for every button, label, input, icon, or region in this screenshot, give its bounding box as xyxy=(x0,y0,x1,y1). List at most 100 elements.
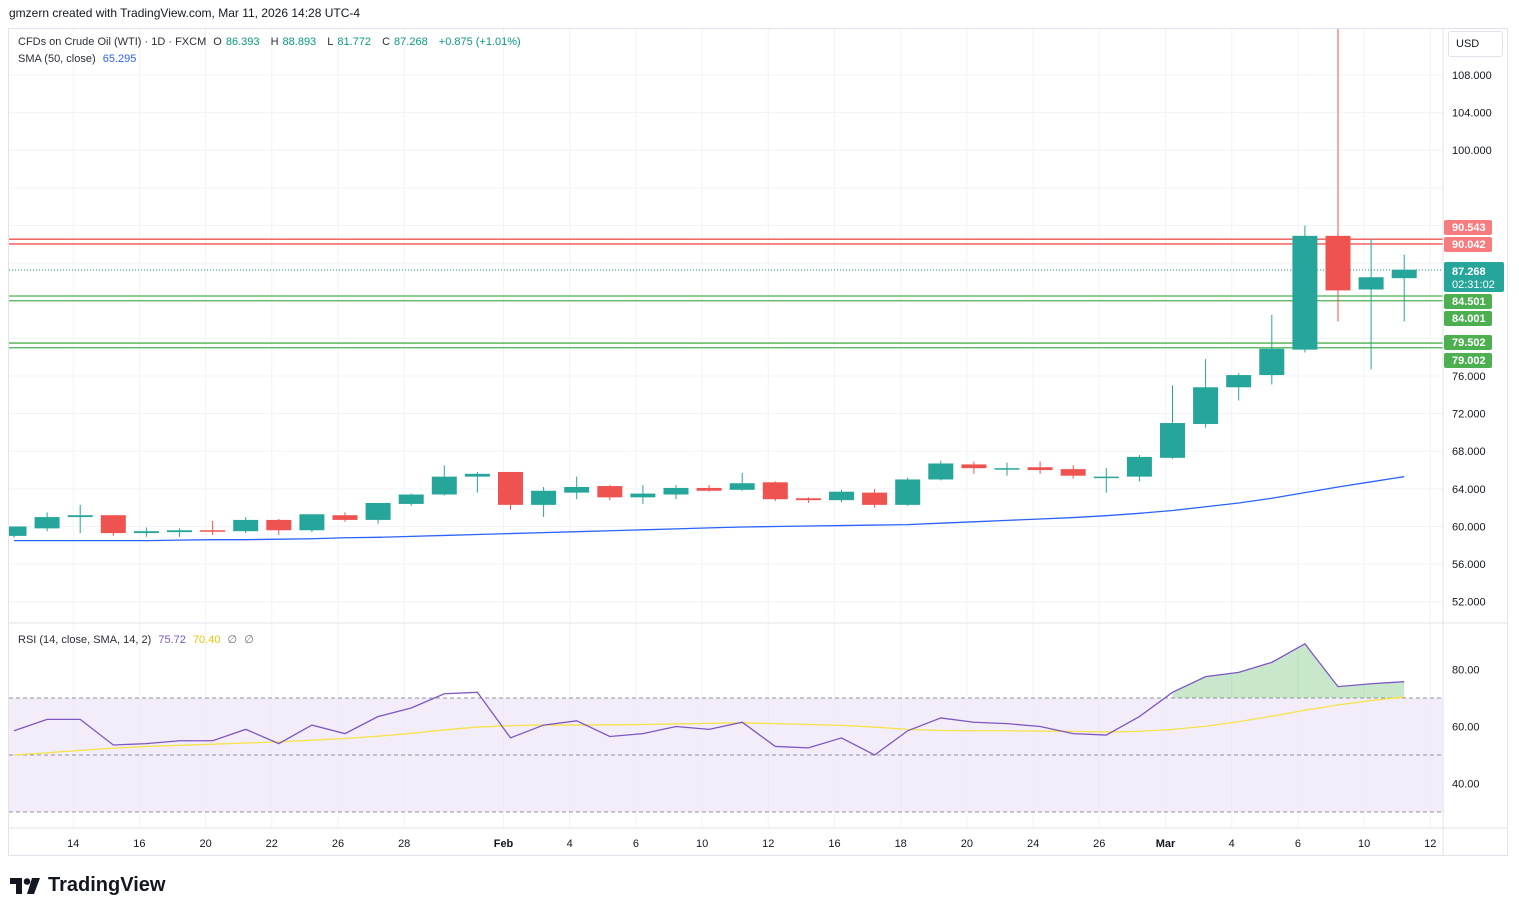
support-level-tag-text: 84.501 xyxy=(1452,296,1486,308)
support-level-tag-text: 79.502 xyxy=(1452,337,1486,349)
price-tick-label: 72.000 xyxy=(1452,409,1486,421)
candle[interactable] xyxy=(464,471,490,493)
price-tick-label: 108.000 xyxy=(1452,70,1492,82)
candle[interactable] xyxy=(795,497,821,503)
rsi-line xyxy=(13,643,1405,756)
candle-body xyxy=(829,491,854,501)
candle[interactable] xyxy=(233,517,259,534)
candle[interactable] xyxy=(332,512,358,522)
sma-legend: SMA (50, close) 65.295 xyxy=(18,53,140,65)
candle-body xyxy=(34,517,60,529)
time-tick-label: 10 xyxy=(1358,838,1370,850)
candle[interactable] xyxy=(1226,373,1252,401)
candle-body xyxy=(630,493,656,498)
candle-body xyxy=(663,487,689,495)
rsi-ma-value: 70.40 xyxy=(192,634,221,646)
candle[interactable] xyxy=(961,461,987,474)
candle[interactable] xyxy=(431,465,457,496)
candle[interactable] xyxy=(34,512,60,532)
price-tick-label: 68.000 xyxy=(1452,446,1486,458)
support-level-tag: 84.001 xyxy=(1444,311,1492,326)
candle[interactable] xyxy=(100,515,126,536)
candle[interactable] xyxy=(895,477,921,506)
candle[interactable] xyxy=(498,471,523,510)
time-tick-label: 24 xyxy=(1027,838,1039,850)
price-tick-label: 60.000 xyxy=(1452,521,1486,533)
candle-body xyxy=(1226,375,1252,388)
candle[interactable] xyxy=(200,520,226,535)
price-tick-label: 104.000 xyxy=(1452,108,1492,120)
candle[interactable] xyxy=(1126,455,1152,482)
resistance-level-tag-text: 90.543 xyxy=(1452,222,1486,234)
candle[interactable] xyxy=(1193,359,1219,428)
time-tick-label: 14 xyxy=(67,838,79,850)
tradingview-logo: TradingView xyxy=(10,874,165,897)
candle[interactable] xyxy=(398,493,424,506)
candle[interactable] xyxy=(67,504,93,534)
rsi-tick-label: 60.00 xyxy=(1452,722,1480,734)
support-level-tag-text: 84.001 xyxy=(1452,313,1486,325)
candle-body xyxy=(200,530,226,532)
candle-body xyxy=(928,463,954,480)
time-tick-label: 20 xyxy=(199,838,211,850)
candle[interactable] xyxy=(1027,461,1053,474)
time-tick-label: Mar xyxy=(1156,838,1176,850)
candle[interactable] xyxy=(1325,29,1351,322)
high-value: H 88.893 xyxy=(270,36,317,48)
candle[interactable] xyxy=(729,472,755,491)
candle[interactable] xyxy=(862,488,888,508)
candle-body xyxy=(762,482,788,500)
candle[interactable] xyxy=(928,460,954,481)
candle[interactable] xyxy=(9,526,27,538)
support-level-tag-bg xyxy=(1444,311,1492,326)
candle-body xyxy=(895,479,921,505)
candle-body xyxy=(696,487,722,491)
change-value: +0.875 (+1.01%) xyxy=(438,36,521,48)
candle[interactable] xyxy=(266,518,292,535)
sma-value: 65.295 xyxy=(102,53,137,65)
candle[interactable] xyxy=(696,485,722,492)
candle[interactable] xyxy=(829,489,854,503)
candle[interactable] xyxy=(762,481,788,502)
candle[interactable] xyxy=(299,514,325,533)
candle-body xyxy=(994,468,1020,470)
candle[interactable] xyxy=(1358,238,1384,370)
candle[interactable] xyxy=(1160,385,1185,459)
time-tick-label: 4 xyxy=(1229,838,1235,850)
candle-body xyxy=(1093,476,1119,479)
candle[interactable] xyxy=(663,485,689,500)
rsi-value: 75.72 xyxy=(158,634,186,646)
rsi-extra-1: ∅ xyxy=(227,634,238,646)
support-level-tag-bg xyxy=(1444,353,1492,368)
candle[interactable] xyxy=(531,486,557,518)
rsi-label: RSI (14, close, SMA, 14, 2) xyxy=(18,634,152,646)
candle-body xyxy=(564,486,590,493)
candle[interactable] xyxy=(994,462,1020,476)
candle[interactable] xyxy=(365,502,391,524)
candle[interactable] xyxy=(1292,225,1318,353)
price-tick-label: 52.000 xyxy=(1452,597,1486,609)
candle-body xyxy=(233,519,259,532)
time-tick-label: 16 xyxy=(828,838,840,850)
candle[interactable] xyxy=(1060,465,1086,479)
candle[interactable] xyxy=(597,485,623,501)
candle[interactable] xyxy=(630,485,656,504)
candle[interactable] xyxy=(564,476,590,500)
resistance-level-tag: 90.543 xyxy=(1444,220,1492,235)
currency-selector[interactable]: USD xyxy=(1448,31,1503,57)
time-tick-label: 22 xyxy=(266,838,278,850)
candle-body xyxy=(1060,469,1086,476)
time-tick-label: 20 xyxy=(961,838,973,850)
candle[interactable] xyxy=(1093,468,1119,493)
candle[interactable] xyxy=(167,528,192,537)
candle[interactable] xyxy=(1391,254,1417,322)
candle-body xyxy=(266,519,292,531)
price-tick-label: 76.000 xyxy=(1452,371,1486,383)
candle[interactable] xyxy=(133,527,159,537)
candle[interactable] xyxy=(1259,314,1285,385)
chart-frame xyxy=(8,28,1508,856)
candle-body xyxy=(365,502,391,520)
candle-body xyxy=(729,483,755,490)
time-tick-label: 26 xyxy=(332,838,344,850)
